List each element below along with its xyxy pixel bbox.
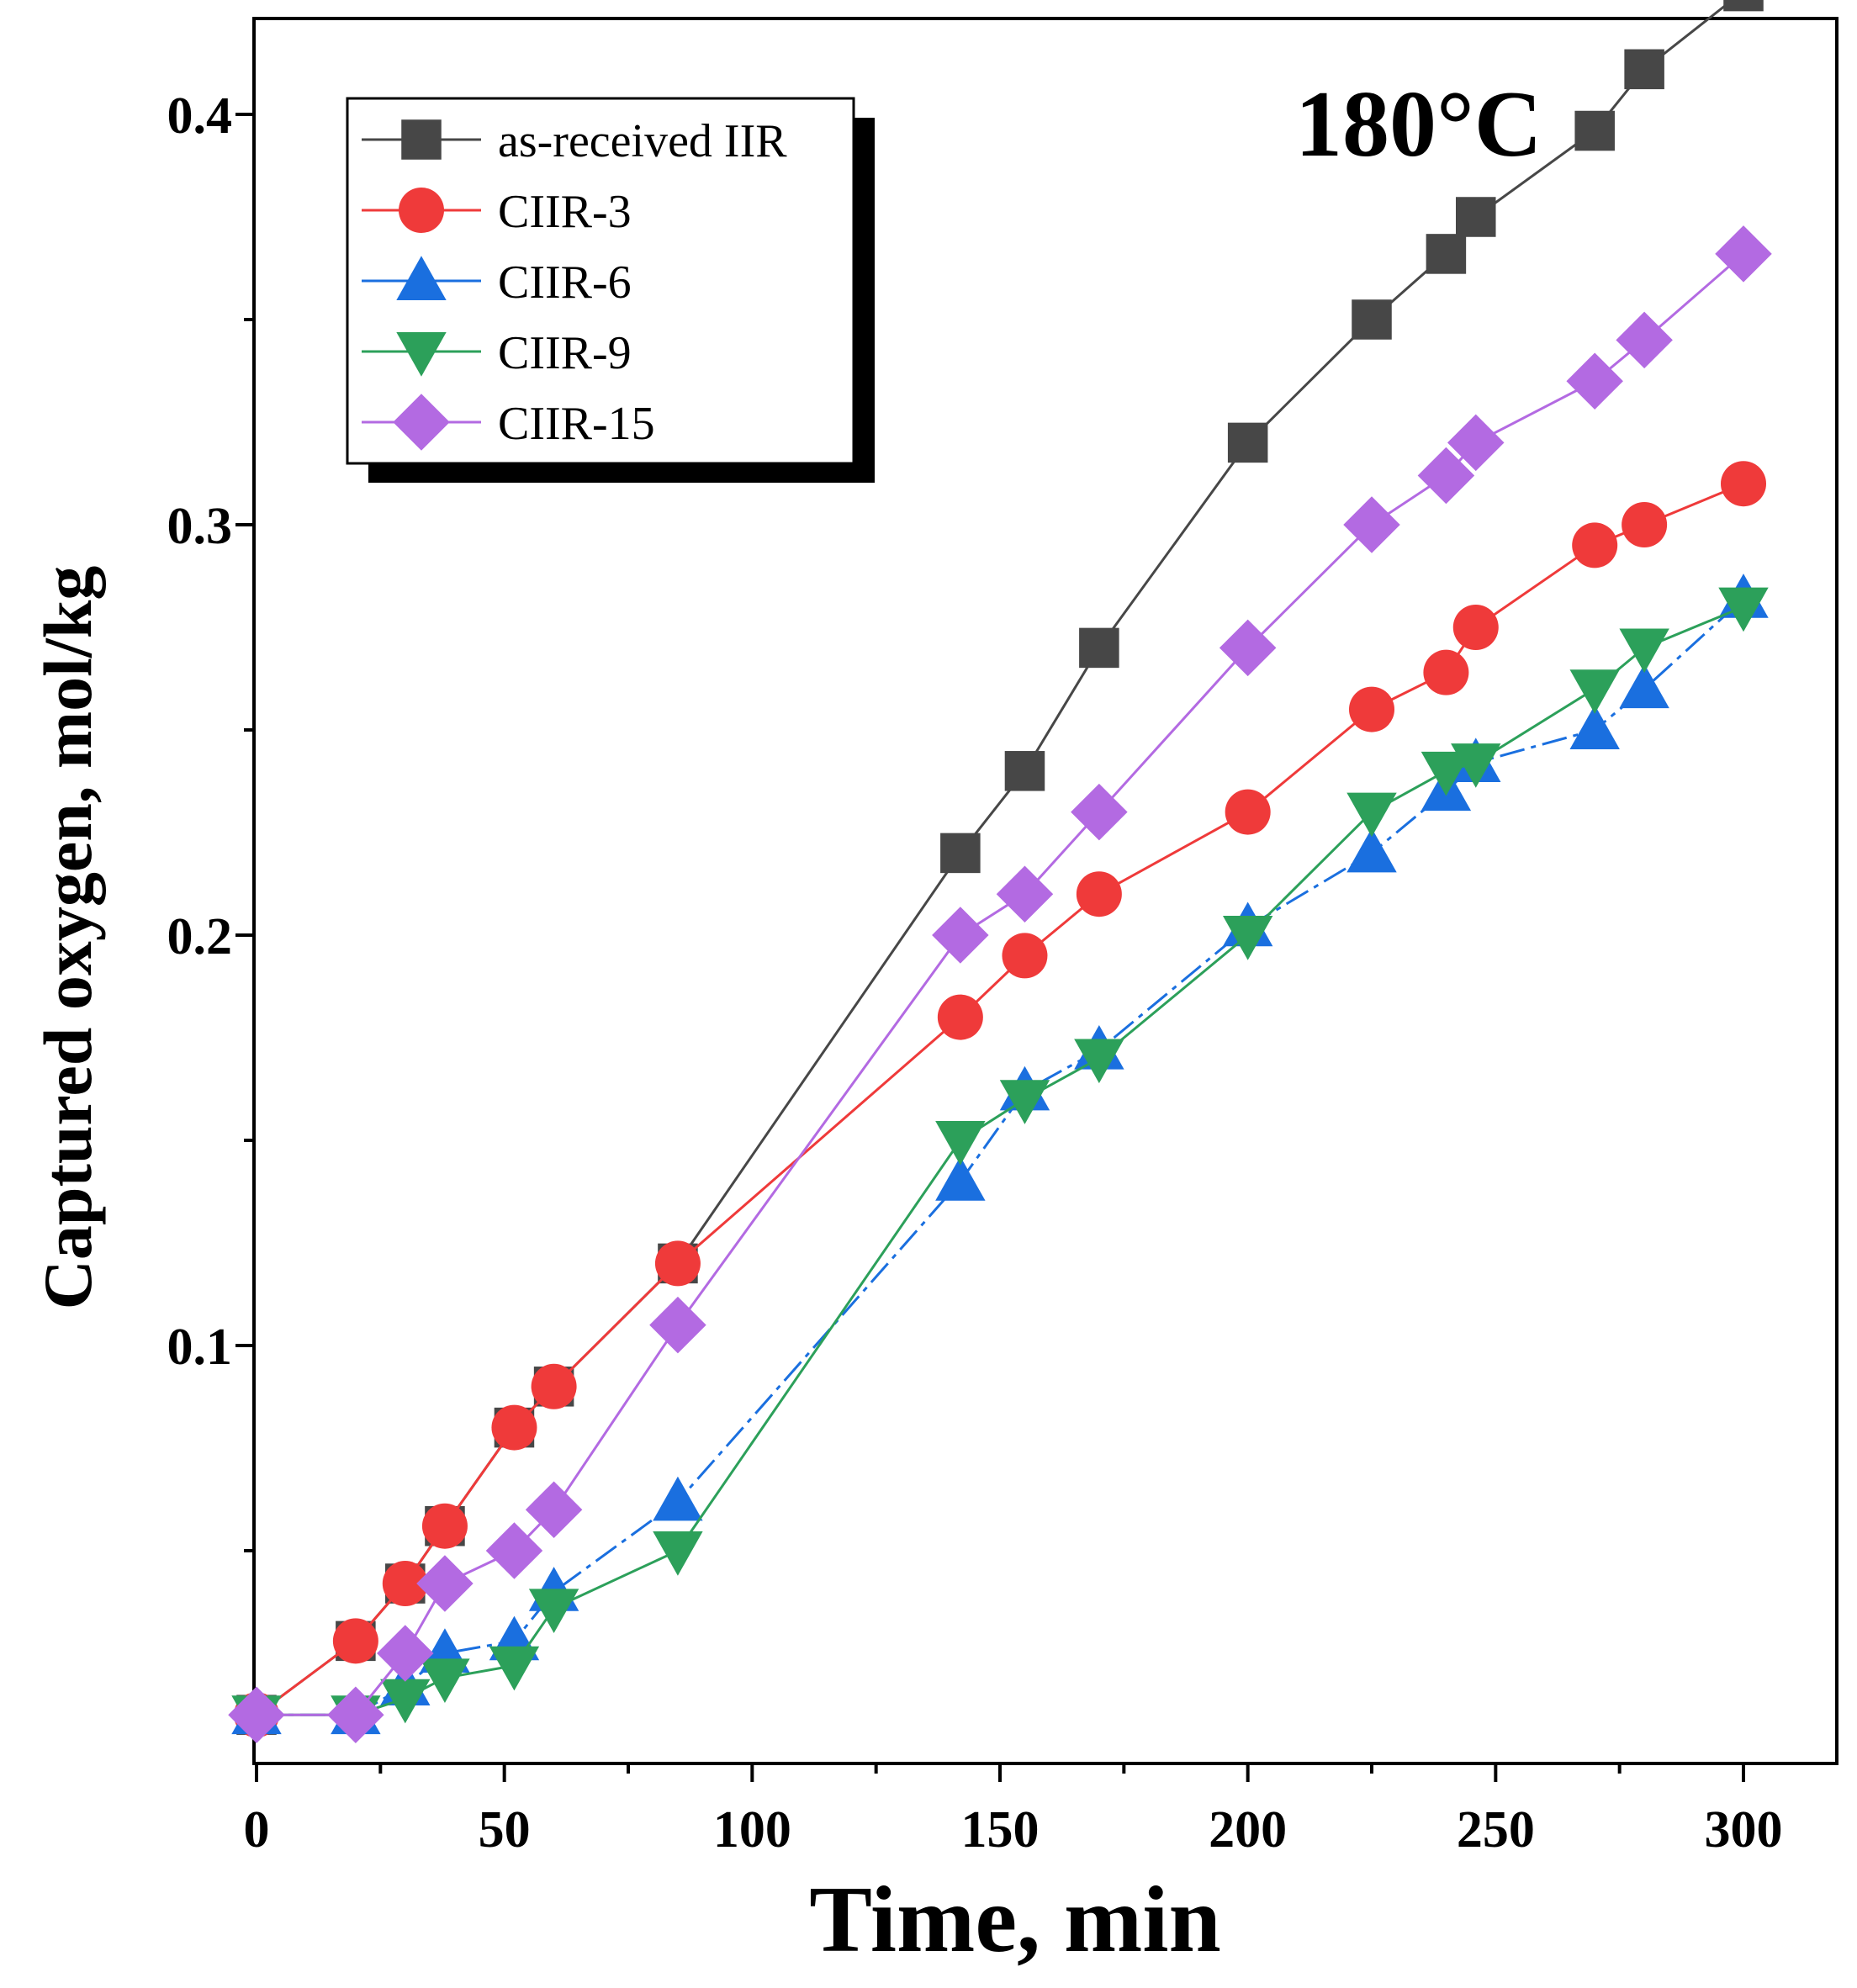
- legend-marker-ciir-3: [399, 188, 444, 233]
- data-point-ciir-9: [1718, 587, 1769, 632]
- data-point-ciir-9: [1451, 743, 1501, 788]
- data-point-ciir-9: [935, 1121, 986, 1166]
- legend-label-ciir-6: CIIR-6: [498, 256, 632, 309]
- legend-label-ciir-15: CIIR-15: [498, 398, 655, 450]
- x-tick-label: 50: [479, 1801, 531, 1858]
- axes-layer: 0 50 100 150 200 250 300 0.1 0.2 0.3 0.4: [167, 17, 1838, 1858]
- data-point-ciir-15: [932, 907, 989, 964]
- data-point-ciir-3: [1225, 789, 1271, 835]
- data-point-ciir-15: [1417, 447, 1475, 505]
- data-point-ciir-6: [1346, 827, 1397, 873]
- data-point-ciir-3: [332, 1618, 378, 1664]
- legend-label-ciir-9: CIIR-9: [498, 327, 632, 379]
- data-point-ciir-3: [937, 994, 983, 1040]
- data-point-as-received-iir: [1624, 49, 1664, 90]
- data-point-ciir-15: [1447, 414, 1505, 472]
- data-point-as-received-iir: [1574, 110, 1615, 151]
- legend-label-as-received-iir: as-received IIR: [498, 115, 787, 167]
- data-point-ciir-9: [653, 1531, 703, 1576]
- data-point-ciir-9: [489, 1646, 540, 1691]
- x-tick-label: 200: [1209, 1801, 1287, 1858]
- data-point-ciir-3: [1572, 522, 1618, 568]
- x-tick-label: 300: [1705, 1801, 1783, 1858]
- series-ciir-15: [228, 225, 1772, 1743]
- data-point-ciir-3: [531, 1363, 577, 1409]
- y-tick-label: 0.2: [167, 908, 233, 965]
- data-point-ciir-3: [1076, 871, 1122, 917]
- data-point-ciir-15: [416, 1555, 474, 1612]
- data-point-ciir-6: [1569, 705, 1620, 749]
- data-point-ciir-9: [528, 1589, 579, 1634]
- series-ciir-3: [234, 461, 1766, 1738]
- series-ciir-6: [231, 574, 1769, 1735]
- data-point-as-received-iir: [1352, 299, 1392, 340]
- data-point-ciir-15: [1219, 619, 1277, 677]
- y-axis-title: Captured oxygen, mol/kg: [29, 566, 106, 1310]
- data-point-ciir-9: [380, 1679, 431, 1724]
- data-point-ciir-3: [1452, 605, 1499, 650]
- y-tick-label: 0.3: [167, 498, 233, 555]
- data-point-as-received-iir: [940, 833, 981, 874]
- data-point-ciir-9: [1222, 916, 1273, 960]
- data-point-ciir-15: [377, 1625, 434, 1682]
- data-point-ciir-15: [1071, 783, 1128, 841]
- data-point-ciir-3: [1349, 686, 1394, 732]
- y-tick-label: 0.4: [167, 87, 233, 145]
- data-point-ciir-9: [1421, 751, 1472, 796]
- series-line-ciir-9: [257, 605, 1744, 1716]
- series-line-ciir-3: [256, 482, 1744, 1716]
- legend-marker-as-received-iir: [401, 119, 442, 160]
- data-point-ciir-3: [1423, 649, 1469, 695]
- data-point-ciir-3: [1721, 461, 1766, 507]
- data-point-ciir-9: [999, 1080, 1050, 1124]
- data-point-ciir-6: [935, 1156, 986, 1201]
- x-tick-label: 250: [1457, 1801, 1535, 1858]
- series-layer: [228, 0, 1772, 1743]
- data-point-ciir-9: [1074, 1039, 1124, 1084]
- data-point-ciir-15: [1566, 352, 1623, 410]
- legend: as-received IIR CIIR-3 CIIR-6 CIIR-9 CIIR-15: [346, 97, 875, 483]
- data-point-ciir-9: [1346, 792, 1397, 838]
- y-tick-label: 0.1: [167, 1319, 233, 1376]
- temperature-annotation: 180°C: [1295, 72, 1542, 177]
- legend-marker-ciir-15: [393, 394, 450, 451]
- x-tick-label: 100: [713, 1801, 791, 1858]
- data-point-as-received-iir: [1079, 627, 1119, 669]
- data-point-as-received-iir: [1456, 197, 1496, 237]
- data-point-ciir-15: [996, 865, 1054, 923]
- x-tick-label: 0: [244, 1801, 270, 1858]
- series-line-ciir-6: [257, 597, 1745, 1716]
- plot-frame: [252, 17, 1838, 1765]
- data-point-ciir-3: [421, 1503, 468, 1549]
- data-point-as-received-iir: [1723, 0, 1764, 12]
- data-point-ciir-9: [420, 1658, 470, 1703]
- data-point-ciir-6: [653, 1476, 703, 1521]
- data-point-ciir-9: [1569, 669, 1620, 714]
- data-point-as-received-iir: [1227, 422, 1268, 463]
- data-point-ciir-3: [654, 1240, 701, 1287]
- data-point-ciir-15: [228, 1686, 285, 1743]
- data-point-ciir-3: [1002, 933, 1048, 979]
- data-point-as-received-iir: [1004, 751, 1045, 791]
- data-point-ciir-15: [327, 1686, 384, 1743]
- data-point-ciir-15: [485, 1522, 543, 1579]
- data-point-ciir-15: [1715, 225, 1772, 283]
- data-point-ciir-15: [1343, 496, 1400, 553]
- data-point-ciir-3: [382, 1561, 428, 1607]
- data-point-ciir-9: [1619, 628, 1669, 674]
- legend-label-ciir-3: CIIR-3: [498, 186, 632, 238]
- data-point-ciir-6: [1619, 664, 1669, 709]
- data-point-as-received-iir: [1426, 234, 1467, 274]
- data-point-ciir-3: [491, 1404, 537, 1451]
- data-point-ciir-15: [649, 1296, 706, 1354]
- x-axis-title: Time, min: [809, 1868, 1221, 1972]
- legend-marker-ciir-9: [396, 332, 447, 377]
- x-tick-label: 150: [961, 1801, 1040, 1858]
- data-point-ciir-3: [1622, 502, 1668, 547]
- data-point-ciir-15: [525, 1481, 583, 1538]
- legend-marker-ciir-6: [396, 256, 447, 300]
- series-ciir-9: [231, 587, 1769, 1740]
- data-point-ciir-15: [1616, 311, 1673, 369]
